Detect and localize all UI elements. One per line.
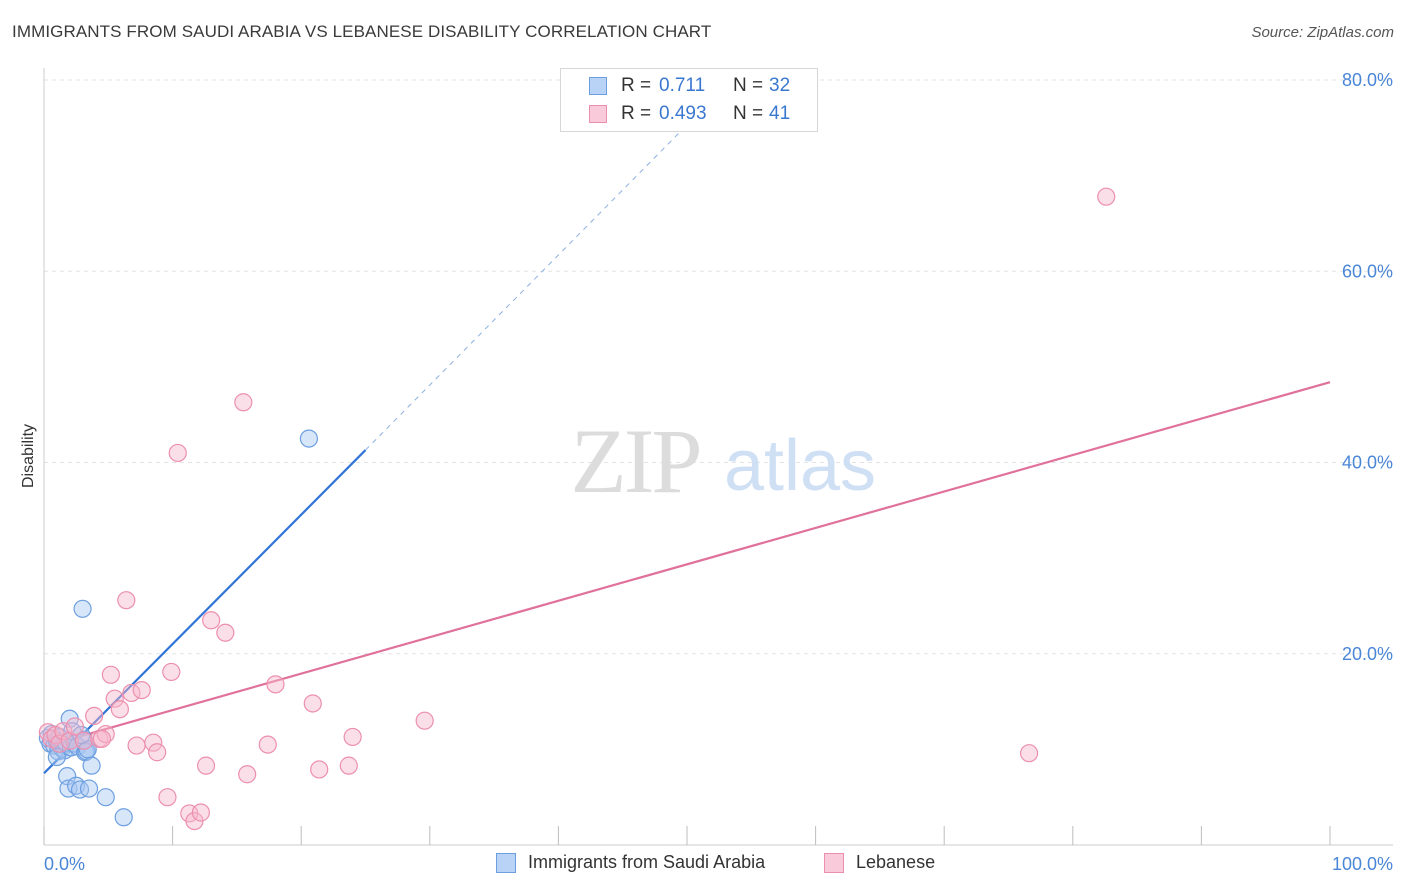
series-legend: Immigrants from Saudi Arabia Lebanese: [0, 852, 1406, 878]
chart-title: IMMIGRANTS FROM SAUDI ARABIA VS LEBANESE…: [12, 22, 712, 41]
saudi-arabia-point: [82, 756, 101, 775]
lebanese-point: [117, 591, 136, 610]
lebanese-point: [415, 711, 434, 730]
legend-r-label: R =: [621, 75, 652, 96]
legend-n-value: 32: [769, 75, 791, 96]
lebanese-point: [216, 623, 235, 642]
tick-labels: 20.0% 40.0% 60.0% 80.0% 0.0% 100.0%: [44, 70, 1393, 874]
y-axis-label: Disability: [20, 424, 37, 488]
axes: [43, 68, 1393, 846]
lebanese-point: [168, 443, 187, 463]
saudi-arabia-point: [79, 779, 99, 798]
lebanese-point: [92, 729, 111, 748]
legend-n-label: N =: [733, 75, 764, 96]
lebanese-point: [303, 694, 322, 713]
legend-item-lebanese: Lebanese: [824, 852, 935, 873]
legend-swatch-pink: [589, 105, 607, 123]
legend-n-label: N =: [733, 103, 764, 124]
lebanese-point: [266, 675, 285, 694]
lebanese-point: [122, 683, 141, 703]
grid-lines: [44, 79, 1393, 655]
legend-n-value: 41: [769, 103, 791, 124]
lebanese-point: [65, 717, 84, 736]
legend-r-value: 0.711: [659, 75, 706, 96]
saudi-arabia-trendline: [43, 449, 367, 775]
lebanese-point: [1019, 744, 1039, 763]
lebanese-point: [158, 788, 177, 807]
data-points: [38, 187, 1116, 831]
saudi-arabia-point: [114, 808, 133, 827]
saudi-arabia-point: [299, 429, 319, 448]
lebanese-point: [234, 393, 253, 412]
lebanese-point: [339, 756, 358, 775]
legend-swatch-pink: [824, 852, 844, 873]
legend-row-saudi: R = 0.711 N = 32: [561, 73, 790, 99]
lebanese-point: [238, 765, 257, 784]
lebanese-point: [54, 722, 73, 741]
lebanese-point: [310, 760, 329, 779]
saudi-arabia-point: [73, 599, 92, 618]
legend-r-value: 0.493: [659, 103, 707, 124]
lebanese-point: [74, 731, 93, 750]
lebanese-point: [196, 756, 216, 775]
lebanese-trendline: [43, 381, 1331, 748]
lebanese-point: [85, 706, 104, 726]
y-tick-label: 40.0%: [1342, 453, 1393, 473]
saudi-arabia-trendline-extension: [365, 124, 688, 451]
lebanese-point: [202, 611, 221, 630]
legend-r-label: R =: [621, 103, 652, 124]
legend-row-lebanese: R = 0.493 N = 41: [561, 101, 790, 127]
legend-label-lebanese: Lebanese: [856, 852, 936, 872]
x-tick-label-min: 0.0%: [44, 854, 85, 874]
y-tick-label: 80.0%: [1342, 70, 1393, 90]
lebanese-point: [105, 689, 124, 708]
legend-item-saudi: Immigrants from Saudi Arabia: [496, 852, 765, 873]
lebanese-point: [258, 735, 277, 754]
trend-lines: [43, 124, 1331, 775]
y-tick-label: 20.0%: [1342, 644, 1393, 664]
saudi-arabia-point: [47, 747, 66, 767]
lebanese-point: [144, 733, 163, 752]
lebanese-point: [162, 662, 181, 682]
lebanese-point: [191, 803, 210, 822]
x-tick-label-max: 100.0%: [1332, 854, 1393, 874]
legend-swatch-blue: [496, 852, 516, 873]
legend-swatch-blue: [589, 77, 607, 95]
lebanese-point: [127, 736, 146, 755]
lebanese-point: [1097, 187, 1116, 206]
watermark-atlas: atlas: [724, 426, 876, 506]
source-credit: Source: ZipAtlas.com: [1251, 24, 1394, 41]
legend-label-saudi: Immigrants from Saudi Arabia: [528, 852, 766, 872]
lebanese-point: [60, 731, 79, 750]
lebanese-point: [132, 680, 151, 700]
saudi-arabia-point: [96, 788, 115, 807]
y-tick-label: 60.0%: [1342, 261, 1393, 281]
lebanese-point: [148, 743, 167, 762]
lebanese-point: [343, 727, 362, 747]
watermark-zip: ZIP: [571, 410, 700, 512]
lebanese-point: [101, 665, 120, 684]
stats-legend: R = 0.711 N = 32 R = 0.493 N = 41: [560, 68, 818, 132]
lebanese-point: [110, 700, 129, 719]
